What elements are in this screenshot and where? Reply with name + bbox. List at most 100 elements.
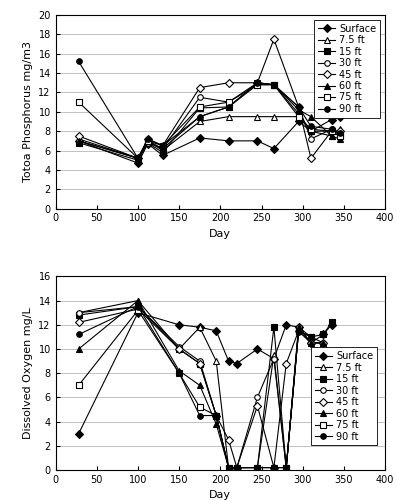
75 ft [177,370,181,376]
45 ft [272,464,276,470]
7.5 ft [296,114,301,119]
60 ft [197,382,202,388]
45 ft [321,340,326,346]
15 ft [329,320,334,326]
90 ft [76,58,81,64]
90 ft [234,464,239,470]
Surface [296,118,301,124]
60 ft [272,82,276,87]
75 ft [272,82,276,87]
60 ft [337,136,342,142]
30 ft [197,358,202,364]
Surface [272,356,276,362]
Surface [145,141,150,147]
15 ft [321,332,326,338]
45 ft [234,464,239,470]
30 ft [214,412,219,418]
75 ft [226,99,231,105]
7.5 ft [272,114,276,119]
7.5 ft [145,138,150,144]
7.5 ft [226,114,231,119]
7.5 ft [76,136,81,142]
30 ft [136,304,141,310]
75 ft [255,82,260,87]
45 ft [76,320,81,326]
90 ft [329,126,334,132]
Surface [177,322,181,328]
60 ft [329,133,334,139]
90 ft [145,136,150,142]
45 ft [214,412,219,418]
45 ft [308,340,313,346]
90 ft [272,464,276,470]
15 ft [177,346,181,352]
90 ft [226,464,231,470]
90 ft [308,334,313,340]
Line: 90 ft: 90 ft [76,304,314,470]
45 ft [296,328,301,334]
90 ft [296,328,301,334]
75 ft [226,464,231,470]
45 ft [329,128,334,134]
X-axis label: Day: Day [209,229,231,239]
30 ft [296,104,301,110]
75 ft [76,382,81,388]
Y-axis label: Totoa Phosphorus mg/m3: Totoa Phosphorus mg/m3 [23,42,33,182]
90 ft [308,124,313,130]
90 ft [255,464,260,470]
30 ft [272,82,276,87]
7.5 ft [136,156,141,162]
Surface [76,138,81,144]
Surface [255,346,260,352]
7.5 ft [226,464,231,470]
45 ft [255,403,260,409]
7.5 ft [76,310,81,316]
Surface [197,324,202,330]
Surface [226,358,231,364]
7.5 ft [284,464,289,470]
15 ft [226,104,231,110]
15 ft [234,464,239,470]
30 ft [136,156,141,162]
60 ft [308,340,313,346]
30 ft [284,464,289,470]
75 ft [255,464,260,470]
Line: 90 ft: 90 ft [76,58,343,161]
Surface [308,340,313,346]
75 ft [296,328,301,334]
30 ft [296,324,301,330]
45 ft [296,104,301,110]
45 ft [337,128,342,134]
90 ft [255,80,260,86]
30 ft [226,99,231,105]
Line: 75 ft: 75 ft [76,308,314,470]
90 ft [337,130,342,136]
60 ft [197,114,202,119]
Line: 45 ft: 45 ft [76,306,326,470]
60 ft [255,82,260,87]
30 ft [145,140,150,146]
60 ft [145,138,150,144]
15 ft [136,157,141,163]
45 ft [272,36,276,42]
15 ft [76,312,81,318]
90 ft [160,142,165,148]
75 ft [160,142,165,148]
60 ft [214,421,219,427]
Surface [136,310,141,316]
7.5 ft [136,298,141,304]
90 ft [136,156,141,162]
60 ft [136,156,141,162]
7.5 ft [272,352,276,358]
15 ft [76,140,81,146]
Line: Surface: Surface [76,114,343,166]
45 ft [145,136,150,142]
7.5 ft [255,464,260,470]
60 ft [177,368,181,374]
7.5 ft [197,118,202,124]
7.5 ft [255,114,260,119]
60 ft [296,107,301,113]
30 ft [272,356,276,362]
Surface [321,332,326,338]
15 ft [145,140,150,146]
